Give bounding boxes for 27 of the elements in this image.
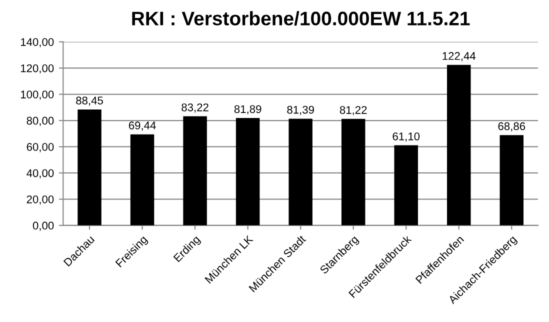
bar — [288, 118, 312, 226]
data-label: 81,22 — [340, 106, 367, 116]
data-label: 61,10 — [392, 132, 420, 142]
data-label: 88,45 — [76, 96, 103, 106]
bar — [130, 134, 154, 226]
bar — [183, 116, 207, 226]
y-tick-label: 60,00 — [26, 143, 54, 152]
data-label: 68,86 — [498, 122, 526, 132]
data-label: 81,39 — [287, 106, 314, 116]
data-label: 122,44 — [442, 52, 476, 62]
bar — [394, 145, 418, 226]
y-tick-label: 80,00 — [26, 116, 54, 126]
y-tick-label: 20,00 — [26, 195, 54, 205]
y-tick-label: 100,00 — [20, 90, 54, 100]
bar — [341, 118, 366, 226]
bar — [447, 64, 471, 226]
data-label: 69,44 — [128, 122, 156, 131]
data-label: 83,22 — [182, 103, 208, 113]
bar — [236, 118, 260, 226]
bar — [500, 135, 524, 226]
chart-title: RKI : Verstorbene/100.000EW 11.5.21 — [132, 11, 470, 26]
data-label: 81,89 — [234, 105, 262, 114]
bar — [78, 109, 102, 226]
y-tick-label: 0,00 — [32, 222, 54, 231]
y-tick-label: 40,00 — [26, 169, 54, 178]
y-tick-label: 140,00 — [20, 38, 54, 48]
y-tick-label: 120,00 — [20, 64, 54, 74]
